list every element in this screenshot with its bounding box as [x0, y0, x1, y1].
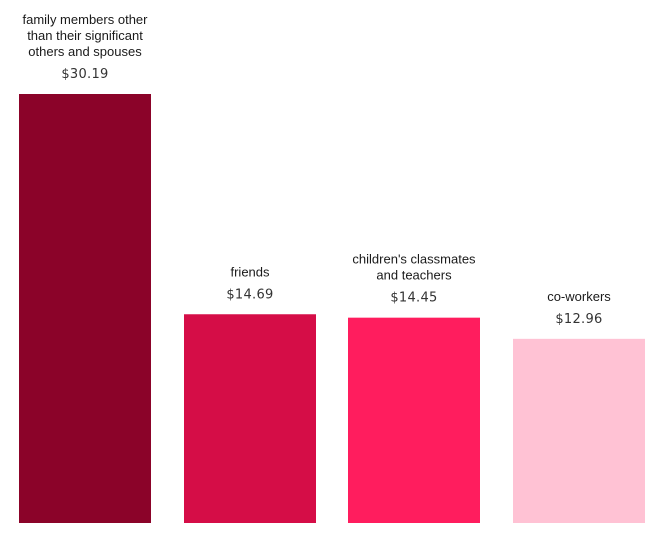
bar-2	[348, 317, 480, 523]
category-label-3: co-workers	[547, 289, 611, 304]
category-label-3-line-0: co-workers	[547, 289, 611, 304]
category-label-2-line-0: children's classmates	[352, 252, 476, 267]
category-label-0-line-2: others and spouses	[28, 44, 142, 59]
category-label-2: children's classmates and teachers	[352, 252, 476, 283]
value-label-2: $14.45	[390, 291, 437, 306]
category-label-0-line-0: family members other	[23, 12, 149, 27]
category-label-0: family members other than their significa…	[23, 12, 149, 59]
bar-0	[19, 94, 151, 523]
category-label-1-line-0: friends	[230, 264, 270, 279]
bar-3	[513, 338, 645, 523]
bar-1	[184, 314, 316, 523]
category-label-0-line-1: than their significant	[27, 28, 143, 43]
value-label-0: $30.19	[61, 67, 108, 82]
value-label-1: $14.69	[226, 287, 273, 302]
category-label-2-line-1: and teachers	[376, 268, 452, 283]
category-label-1: friends	[230, 264, 270, 279]
value-label-3: $12.96	[555, 312, 602, 327]
